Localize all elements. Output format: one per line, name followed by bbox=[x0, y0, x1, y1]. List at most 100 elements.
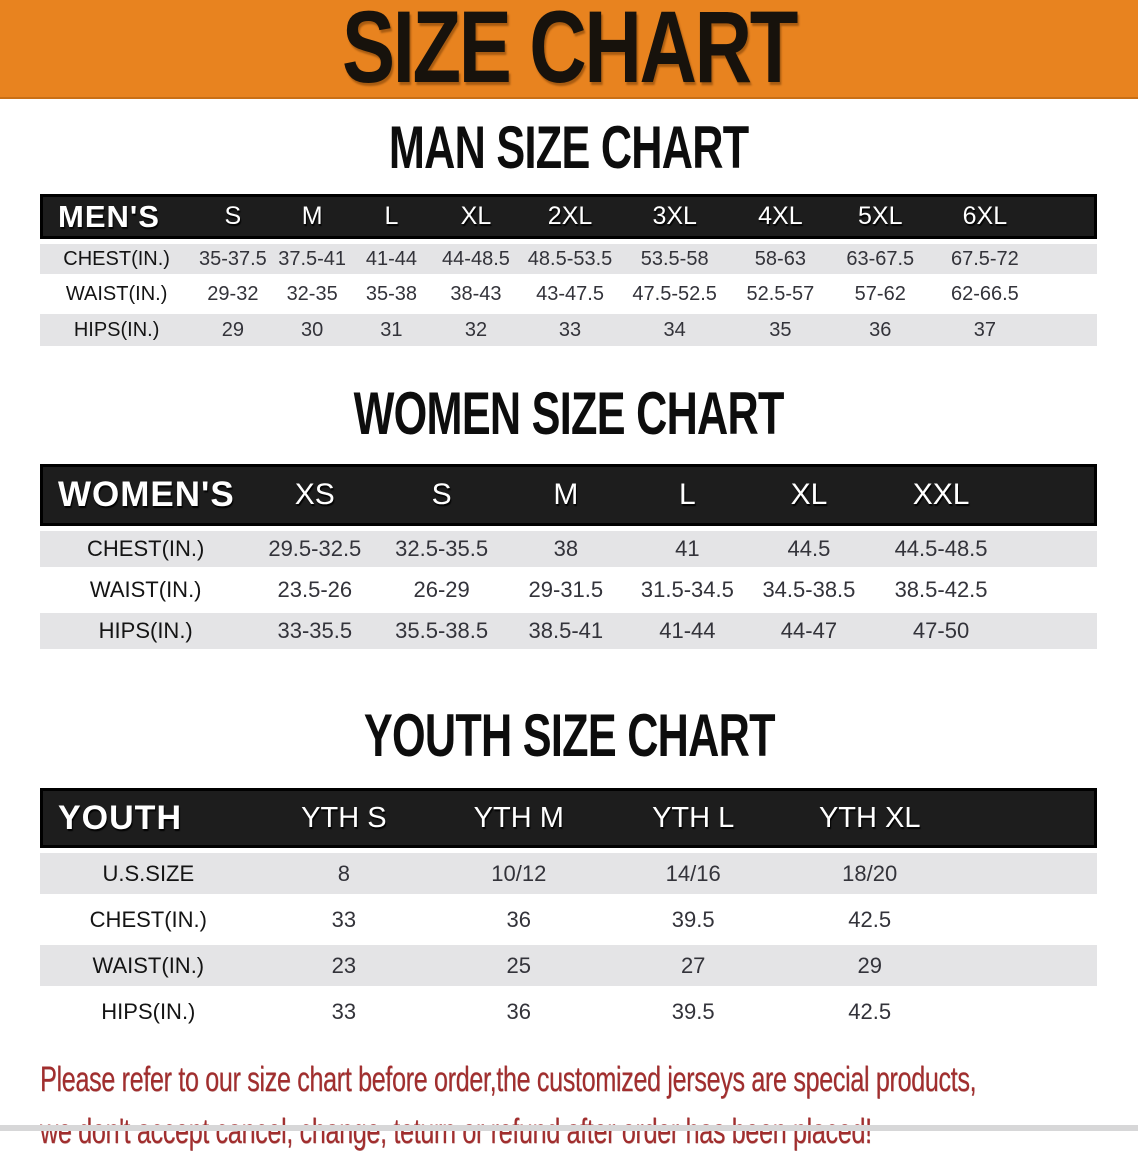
mens-header-row: MEN'S S M L XL 2XL 3XL 4XL 5XL 6XL bbox=[40, 194, 1097, 239]
size-value: 29-31.5 bbox=[528, 577, 604, 602]
size-value: 47-50 bbox=[912, 618, 970, 643]
size-value: 29 bbox=[857, 952, 882, 978]
size-value: 41-44 bbox=[365, 247, 417, 270]
size-value: 33-35.5 bbox=[277, 618, 353, 643]
youth-col-header: YTH XL bbox=[779, 788, 960, 848]
size-value: 29 bbox=[221, 318, 244, 341]
size-chart-banner: SIZE CHART bbox=[0, 0, 1138, 99]
womens-col-header: XXL bbox=[869, 464, 1013, 526]
row-spacer bbox=[1040, 279, 1097, 309]
row-label: HIPS(IN.) bbox=[73, 318, 160, 341]
womens-col-header: M bbox=[505, 464, 627, 526]
size-value: 42.5 bbox=[848, 906, 892, 932]
man-size-chart-heading: MAN SIZE CHART bbox=[389, 114, 749, 181]
row-label: WAIST(IN.) bbox=[65, 282, 168, 305]
table-row: HIPS(IN.) 33-35.5 35.5-38.5 38.5-41 41-4… bbox=[40, 613, 1097, 649]
youth-col-header: YTH L bbox=[606, 788, 780, 848]
womens-col-header: S bbox=[378, 464, 506, 526]
size-value: 31 bbox=[380, 318, 403, 341]
size-value: 29.5-32.5 bbox=[268, 536, 362, 561]
size-value: 29-32 bbox=[207, 282, 259, 305]
row-spacer bbox=[960, 945, 1097, 986]
size-value: 42.5 bbox=[848, 998, 892, 1024]
womens-col-header: L bbox=[626, 464, 749, 526]
size-value: 39.5 bbox=[671, 998, 715, 1024]
man-section-heading-wrap: MAN SIZE CHART bbox=[0, 114, 1138, 181]
youth-header-row: YOUTH YTH S YTH M YTH L YTH XL bbox=[40, 788, 1097, 848]
size-value: 44.5-48.5 bbox=[894, 536, 988, 561]
size-value: 38.5-42.5 bbox=[894, 577, 988, 602]
womens-header-spacer bbox=[1012, 464, 1097, 526]
mens-col-header: L bbox=[351, 194, 432, 239]
row-label: CHEST(IN.) bbox=[63, 247, 170, 270]
size-value: 47.5-52.5 bbox=[632, 282, 717, 305]
table-row: U.S.SIZE 8 10/12 14/16 18/20 bbox=[40, 853, 1097, 894]
size-value: 36 bbox=[506, 998, 532, 1024]
youth-section-heading-wrap: YOUTH SIZE CHART bbox=[0, 702, 1138, 769]
youth-size-table: YOUTH YTH S YTH M YTH L YTH XL U.S.SIZE … bbox=[40, 783, 1097, 1037]
women-section-heading-wrap: WOMEN SIZE CHART bbox=[0, 380, 1138, 447]
row-spacer bbox=[1012, 572, 1097, 608]
table-row: CHEST(IN.) 33 36 39.5 42.5 bbox=[40, 899, 1097, 940]
table-row: HIPS(IN.) 29 30 31 32 33 34 35 36 37 bbox=[40, 314, 1097, 346]
size-value: 32-35 bbox=[286, 282, 338, 305]
table-row: WAIST(IN.) 23.5-26 26-29 29-31.5 31.5-34… bbox=[40, 572, 1097, 608]
row-label: U.S.SIZE bbox=[102, 860, 195, 886]
size-value: 31.5-34.5 bbox=[640, 577, 734, 602]
size-value: 38.5-41 bbox=[528, 618, 604, 643]
size-value: 36 bbox=[506, 906, 532, 932]
row-label: WAIST(IN.) bbox=[89, 577, 202, 602]
row-spacer bbox=[1012, 613, 1097, 649]
womens-table-label: WOMEN'S bbox=[40, 464, 252, 526]
size-value: 32 bbox=[464, 318, 488, 341]
size-value: 53.5-58 bbox=[640, 247, 709, 270]
mens-header-spacer bbox=[1039, 194, 1097, 239]
womens-size-table: WOMEN'S XS S M L XL XXL CHEST(IN.) 29.5-… bbox=[40, 459, 1097, 654]
row-spacer bbox=[1040, 244, 1097, 274]
size-value: 58-63 bbox=[754, 247, 806, 270]
size-value: 37 bbox=[973, 318, 996, 341]
size-value: 30 bbox=[301, 318, 324, 341]
mens-col-header: 5XL bbox=[830, 194, 930, 239]
row-spacer bbox=[1040, 314, 1097, 346]
size-value: 67.5-72 bbox=[950, 247, 1019, 270]
size-value: 25 bbox=[506, 952, 532, 978]
women-size-chart-heading: WOMEN SIZE CHART bbox=[353, 380, 785, 447]
size-value: 8 bbox=[337, 860, 350, 886]
bottom-edge-strip bbox=[0, 1125, 1138, 1131]
size-value: 38 bbox=[553, 536, 579, 561]
mens-col-header: M bbox=[272, 194, 352, 239]
size-value: 38-43 bbox=[450, 282, 502, 305]
size-value: 37.5-41 bbox=[278, 247, 347, 270]
size-value: 44-48.5 bbox=[442, 247, 510, 270]
size-value: 32.5-35.5 bbox=[395, 536, 489, 561]
size-value: 41-44 bbox=[659, 618, 716, 643]
youth-size-chart-heading: YOUTH SIZE CHART bbox=[363, 702, 776, 769]
row-label: CHEST(IN.) bbox=[89, 906, 207, 932]
mens-col-header: 6XL bbox=[929, 194, 1040, 239]
table-row: CHEST(IN.) 35-37.5 37.5-41 41-44 44-48.5… bbox=[40, 244, 1097, 274]
size-value: 44-47 bbox=[780, 618, 838, 643]
size-value: 52.5-57 bbox=[746, 282, 815, 305]
size-value: 63-67.5 bbox=[846, 247, 915, 270]
size-value: 44.5 bbox=[787, 536, 831, 561]
youth-col-header: YTH S bbox=[256, 788, 432, 848]
mens-size-table: MEN'S S M L XL 2XL 3XL 4XL 5XL 6XL CHEST… bbox=[40, 189, 1097, 351]
row-spacer bbox=[1012, 531, 1097, 567]
mens-col-header: XL bbox=[431, 194, 521, 239]
row-label: HIPS(IN.) bbox=[98, 618, 193, 643]
size-value: 57-62 bbox=[854, 282, 906, 305]
table-row: WAIST(IN.) 29-32 32-35 35-38 38-43 43-47… bbox=[40, 279, 1097, 309]
size-value: 33 bbox=[558, 318, 582, 341]
banner-title: SIZE CHART bbox=[342, 0, 798, 104]
youth-table-label: YOUTH bbox=[40, 788, 257, 848]
size-value: 35-38 bbox=[365, 282, 417, 305]
disclaimer: Please refer to our size chart before or… bbox=[40, 1057, 1138, 1161]
size-value: 23 bbox=[331, 952, 357, 978]
womens-header-row: WOMEN'S XS S M L XL XXL bbox=[40, 464, 1097, 526]
size-value: 33 bbox=[331, 998, 357, 1024]
mens-col-header: S bbox=[193, 194, 273, 239]
size-value: 43-47.5 bbox=[536, 282, 604, 305]
table-row: WAIST(IN.) 23 25 27 29 bbox=[40, 945, 1097, 986]
size-value: 34.5-38.5 bbox=[762, 577, 856, 602]
